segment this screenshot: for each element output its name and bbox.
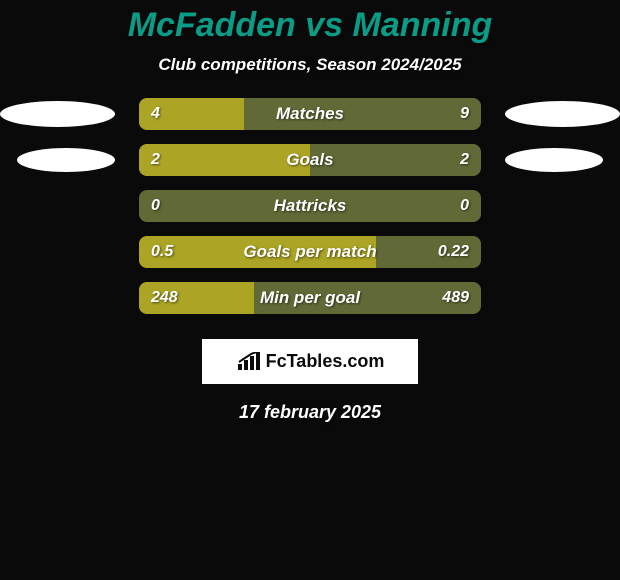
stat-bar-left-fill <box>139 144 310 176</box>
stat-value-left: 0.5 <box>151 243 173 261</box>
stat-row: Hattricks 0 0 <box>0 189 620 223</box>
page-subtitle: Club competitions, Season 2024/2025 <box>0 55 620 75</box>
stat-value-right: 0 <box>460 197 469 215</box>
stat-row: Min per goal 248 489 <box>0 281 620 315</box>
stat-row: Goals 2 2 <box>0 143 620 177</box>
stat-bar: Hattricks 0 0 <box>139 190 481 222</box>
page-title: McFadden vs Manning <box>0 0 620 45</box>
stat-row: Goals per match 0.5 0.22 <box>0 235 620 269</box>
stat-value-left: 0 <box>151 197 160 215</box>
stat-value-left: 4 <box>151 105 160 123</box>
stat-value-right: 0.22 <box>438 243 469 261</box>
infographic-date: 17 february 2025 <box>0 402 620 423</box>
stat-bar: Min per goal 248 489 <box>139 282 481 314</box>
brand-chart-icon <box>236 352 262 372</box>
player-badge-left <box>0 101 115 127</box>
stat-rows: Matches 4 9 Goals 2 2 Hattricks 0 0 Goals per mat… <box>0 97 620 315</box>
stat-label: Matches <box>276 104 344 124</box>
stat-row: Matches 4 9 <box>0 97 620 131</box>
stat-value-right: 489 <box>442 289 469 307</box>
stat-bar: Matches 4 9 <box>139 98 481 130</box>
brand-badge: FcTables.com <box>202 339 418 384</box>
brand-text: FcTables.com <box>266 351 385 372</box>
player-badge-right <box>505 148 603 172</box>
comparison-infographic: McFadden vs Manning Club competitions, S… <box>0 0 620 580</box>
stat-bar: Goals 2 2 <box>139 144 481 176</box>
stat-label: Goals <box>286 150 333 170</box>
stat-bar: Goals per match 0.5 0.22 <box>139 236 481 268</box>
player-badge-right <box>505 101 620 127</box>
stat-label: Hattricks <box>274 196 347 216</box>
stat-label: Min per goal <box>260 288 360 308</box>
stat-value-right: 2 <box>460 151 469 169</box>
stat-value-left: 2 <box>151 151 160 169</box>
stat-label: Goals per match <box>243 242 376 262</box>
stat-value-left: 248 <box>151 289 178 307</box>
stat-value-right: 9 <box>460 105 469 123</box>
player-badge-left <box>17 148 115 172</box>
